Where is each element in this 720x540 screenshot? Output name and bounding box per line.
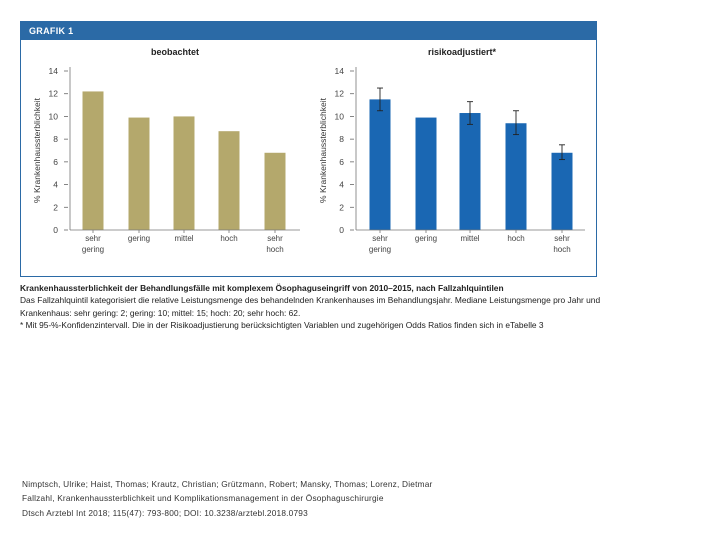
observed-y-tick-label: 8 (53, 134, 58, 144)
adjusted-x-tick-label: sehr (554, 234, 570, 243)
adjusted-bar (551, 152, 573, 230)
adjusted-chart-title: risikoadjustiert* (428, 47, 497, 57)
adjusted-bar (505, 123, 527, 230)
figure-caption: Krankenhaussterblichkeit der Behandlungs… (20, 282, 610, 331)
adjusted-x-tick-label: mittel (460, 234, 479, 243)
adjusted-bar (415, 117, 437, 230)
figure-header: GRAFIK 1 (21, 22, 596, 40)
observed-x-tick-label: mittel (174, 234, 193, 243)
observed-bar (264, 152, 286, 230)
observed-y-tick-label: 12 (49, 89, 59, 99)
adjusted-y-tick-label: 6 (339, 157, 344, 167)
citation: Nimptsch, Ulrike; Haist, Thomas; Krautz,… (22, 477, 432, 520)
citation-authors: Nimptsch, Ulrike; Haist, Thomas; Krautz,… (22, 479, 433, 489)
citation-source: Dtsch Arztebl Int 2018; 115(47): 793-800… (22, 507, 308, 518)
adjusted-y-tick-label: 10 (335, 111, 345, 121)
observed-y-axis-label: % Krankenhaussterblichkeit (32, 97, 42, 203)
observed-x-tick-label: gering (128, 234, 150, 243)
observed-y-tick-label: 14 (49, 66, 59, 76)
figure-frame: GRAFIK 1 (20, 21, 597, 277)
observed-bar (82, 91, 104, 230)
observed-y-tick-label: 2 (53, 202, 58, 212)
observed-x-tick-label: sehr (85, 234, 101, 243)
caption-footnote: * Mit 95-%-Konfidenzintervall. Die in de… (20, 319, 544, 330)
adjusted-x-tick-label: hoch (507, 234, 524, 243)
observed-y-tick-label: 0 (53, 225, 58, 235)
adjusted-y-tick-label: 8 (339, 134, 344, 144)
adjusted-y-tick-label: 14 (335, 66, 345, 76)
adjusted-y-tick-label: 2 (339, 202, 344, 212)
adjusted-x-tick-label: sehr (372, 234, 388, 243)
observed-bar (218, 131, 240, 230)
adjusted-y-tick-label: 0 (339, 225, 344, 235)
caption-text: Das Fallzahlquintil kategorisiert die re… (20, 295, 601, 318)
citation-title: Fallzahl, Krankenhaussterblichkeit und K… (22, 493, 384, 504)
observed-x-tick-label: hoch (266, 245, 283, 254)
observed-bar (128, 117, 150, 230)
observed-y-tick-label: 10 (49, 111, 59, 121)
observed-x-tick-label: hoch (220, 234, 237, 243)
observed-y-tick-label: 4 (53, 180, 58, 190)
adjusted-y-tick-label: 12 (335, 89, 345, 99)
adjusted-x-tick-label: gering (415, 234, 437, 243)
adjusted-x-tick-label: gering (369, 245, 391, 254)
adjusted-bar (369, 99, 391, 231)
observed-x-tick-label: sehr (267, 234, 283, 243)
adjusted-x-tick-label: hoch (553, 245, 570, 254)
observed-y-tick-label: 6 (53, 157, 58, 167)
observed-chart-title: beobachtet (151, 47, 199, 57)
observed-bar (173, 116, 195, 230)
adjusted-y-tick-label: 4 (339, 180, 344, 190)
adjusted-y-axis-label: % Krankenhaussterblichkeit (318, 97, 328, 203)
adjusted-bar (459, 113, 481, 230)
caption-title: Krankenhaussterblichkeit der Behandlungs… (20, 283, 504, 293)
observed-x-tick-label: gering (82, 245, 104, 254)
